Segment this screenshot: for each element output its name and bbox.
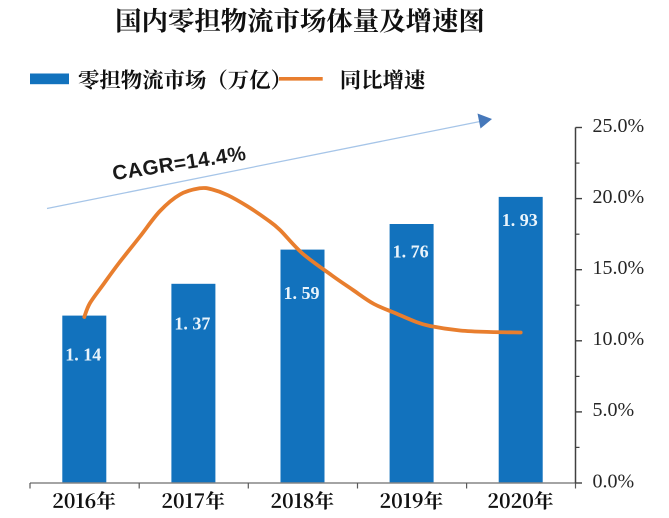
svg-text:1. 76: 1. 76 — [393, 242, 429, 262]
svg-text:1. 93: 1. 93 — [502, 210, 538, 230]
svg-text:20.0%: 20.0% — [593, 186, 645, 208]
svg-text:0.0%: 0.0% — [593, 470, 635, 492]
svg-text:25.0%: 25.0% — [593, 115, 645, 137]
svg-text:1. 37: 1. 37 — [174, 313, 210, 333]
svg-text:1. 59: 1. 59 — [284, 283, 320, 303]
svg-text:15.0%: 15.0% — [593, 257, 645, 279]
svg-text:10.0%: 10.0% — [593, 328, 645, 350]
svg-text:5.0%: 5.0% — [593, 399, 635, 421]
svg-text:1. 14: 1. 14 — [65, 345, 101, 365]
